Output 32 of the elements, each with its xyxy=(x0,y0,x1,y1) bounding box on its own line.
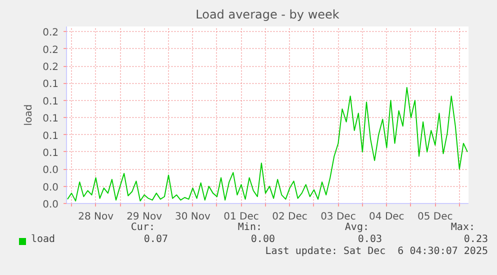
y-tick-label: 0.1 xyxy=(42,114,59,125)
y-tick-label: 0.2 xyxy=(42,28,59,39)
y-tick-label: 0.0 xyxy=(42,182,59,194)
y-tick-label: 0.1 xyxy=(42,148,59,159)
y-tick-label: 0.1 xyxy=(42,130,59,142)
y-tick-label: 0.2 xyxy=(42,44,59,56)
text: Min: xyxy=(238,221,262,234)
x-tick-label: 28 Nov xyxy=(78,212,114,222)
x-tick-label: 04 Dec xyxy=(369,212,404,222)
text: Max: xyxy=(450,221,475,234)
text: 0.00 xyxy=(250,233,275,246)
y-tick-label: 0.1 xyxy=(42,79,59,90)
y-axis-title: load xyxy=(24,104,35,126)
y-tick-label: 0.1 xyxy=(42,96,59,108)
x-tick-label: 01 Dec xyxy=(224,212,259,222)
text: Avg: xyxy=(344,221,369,234)
text: 0.03 xyxy=(358,233,382,246)
chart-title: Load average - by week xyxy=(196,8,340,22)
x-tick-label: 29 Nov xyxy=(126,212,162,222)
x-tick-label: 05 Dec xyxy=(418,212,453,222)
y-tick-label: 0.2 xyxy=(42,62,59,74)
y-tick-label: 0.0 xyxy=(42,200,59,210)
y-tick-label: 0.0 xyxy=(42,165,59,176)
x-tick-label: 03 Dec xyxy=(320,212,356,222)
x-tick-label: 02 Dec xyxy=(272,212,308,222)
text: 0.07 xyxy=(144,233,168,247)
text: Last update: Sat Dec 6 04:30:07 2025 xyxy=(265,245,488,259)
legend-label: load xyxy=(31,233,56,247)
text: Cur: xyxy=(130,221,155,234)
line-series xyxy=(67,87,468,202)
text: 0.23 xyxy=(464,233,488,246)
x-tick-label: 30 Nov xyxy=(175,212,211,222)
